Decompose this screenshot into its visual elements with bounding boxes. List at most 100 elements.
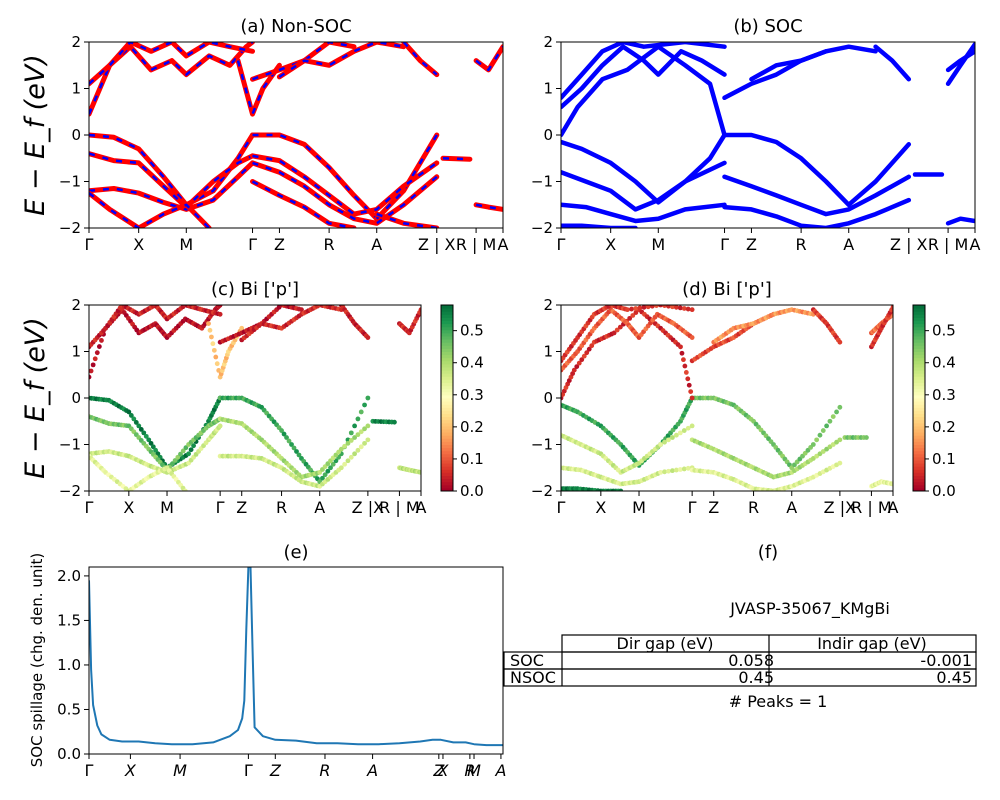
- band-line-soc: [561, 223, 638, 228]
- colorbar-segment: [441, 398, 453, 402]
- band-point: [820, 428, 826, 433]
- x-tick-label: X: [124, 761, 137, 780]
- y-tick-label: 1: [71, 343, 81, 361]
- band-point: [213, 354, 219, 360]
- colorbar-segment: [913, 401, 925, 405]
- y-tick-label: 0.5: [57, 700, 81, 718]
- axes-frame-c: [88, 304, 422, 492]
- x-tick-label: Γ: [688, 498, 697, 517]
- band-point: [362, 426, 367, 432]
- band-point: [834, 439, 839, 445]
- band-point: [618, 488, 624, 491]
- band-point: [685, 465, 691, 471]
- colorbar-segment: [913, 379, 925, 383]
- band-point: [355, 447, 361, 453]
- band-point: [689, 423, 695, 429]
- colorbar-segment: [441, 308, 453, 312]
- x-tick-label: M: [632, 498, 646, 517]
- colorbar-segment: [913, 438, 925, 442]
- colorbar-segment: [441, 385, 453, 390]
- plot-area-d: [561, 305, 893, 491]
- band-point: [188, 447, 194, 453]
- band-point: [345, 458, 351, 464]
- y-tick-label: 2.0: [57, 567, 81, 585]
- colorbar-segment: [441, 475, 453, 480]
- band-point: [670, 468, 675, 474]
- colorbar-segment: [913, 363, 925, 368]
- gap-table: [503, 634, 977, 687]
- band-point: [581, 353, 587, 359]
- band-point: [614, 327, 620, 333]
- band-point: [133, 420, 139, 425]
- y-tick-label: −1: [59, 173, 81, 191]
- colorbar-segment: [913, 456, 925, 461]
- band-point: [673, 305, 679, 310]
- x-tick-label: Z | X: [418, 235, 456, 254]
- colorbar-tick-label: 0.3: [460, 386, 484, 404]
- band-point: [830, 414, 836, 419]
- band-line-nonsoc: [89, 151, 255, 210]
- colorbar-tick-label: 0.2: [460, 418, 484, 436]
- x-tick-label: Z | X: [890, 235, 928, 254]
- band-point: [630, 313, 636, 318]
- x-tick-label: R | M: [456, 235, 496, 254]
- y-tick-label: 2: [543, 33, 553, 51]
- x-tick-label: R: [276, 498, 287, 517]
- band-point: [817, 432, 823, 438]
- band-line-nonsoc-dash: [252, 161, 438, 225]
- band-point: [685, 425, 691, 431]
- colorbar-segment: [441, 314, 453, 318]
- colorbar-segment: [441, 484, 453, 489]
- band-line-nonsoc-dash: [89, 133, 254, 207]
- colorbar-segment: [441, 432, 453, 436]
- band-point: [320, 475, 325, 481]
- band-point: [291, 445, 297, 451]
- colorbar-segment: [913, 481, 925, 486]
- band-point: [211, 347, 217, 353]
- table-row-soc-indir: -0.001: [920, 651, 972, 670]
- band-point: [348, 430, 354, 436]
- band-line-nonsoc-dash: [278, 42, 404, 78]
- band-point: [574, 364, 580, 370]
- band-point: [637, 305, 643, 311]
- band-point: [328, 465, 333, 471]
- band-point: [352, 423, 357, 429]
- band-line-nonsoc-dash: [89, 42, 254, 115]
- colorbar-segment: [913, 388, 925, 393]
- colorbar-segment: [913, 432, 925, 436]
- colorbar-segment: [913, 466, 925, 470]
- band-point: [186, 451, 192, 457]
- table-row-nsoc-dir: 0.45: [738, 668, 774, 687]
- colorbar-segment: [913, 314, 925, 318]
- band-point: [649, 305, 655, 309]
- x-tick-label: A: [786, 498, 797, 517]
- band-point: [837, 437, 843, 443]
- band-point: [633, 306, 639, 311]
- band-point: [348, 438, 354, 443]
- colorbar-segment: [913, 441, 925, 445]
- x-tick-label: Γ: [557, 235, 566, 254]
- band-point: [673, 467, 679, 473]
- x-tick-label: Z: [746, 235, 757, 254]
- colorbar-segment: [441, 438, 453, 442]
- band-point: [629, 306, 634, 312]
- band-point: [589, 343, 595, 349]
- band-point: [681, 357, 686, 363]
- colorbar-segment: [441, 320, 453, 325]
- colorbar-segment: [441, 379, 453, 383]
- colorbar-segment: [913, 373, 925, 377]
- band-line-nonsoc-dash: [252, 154, 438, 216]
- colorbar-segment: [913, 487, 925, 492]
- y-tick-label: −1: [59, 436, 81, 454]
- band-line-nonsoc-dash: [252, 42, 355, 81]
- band-point: [827, 418, 833, 424]
- colorbar-segment: [441, 336, 453, 340]
- colorbar-segment: [913, 453, 925, 458]
- band-point: [138, 426, 144, 432]
- colorbar-segment: [913, 469, 925, 473]
- band-point: [814, 437, 820, 443]
- colorbar-segment: [913, 360, 925, 365]
- band-point: [90, 362, 96, 368]
